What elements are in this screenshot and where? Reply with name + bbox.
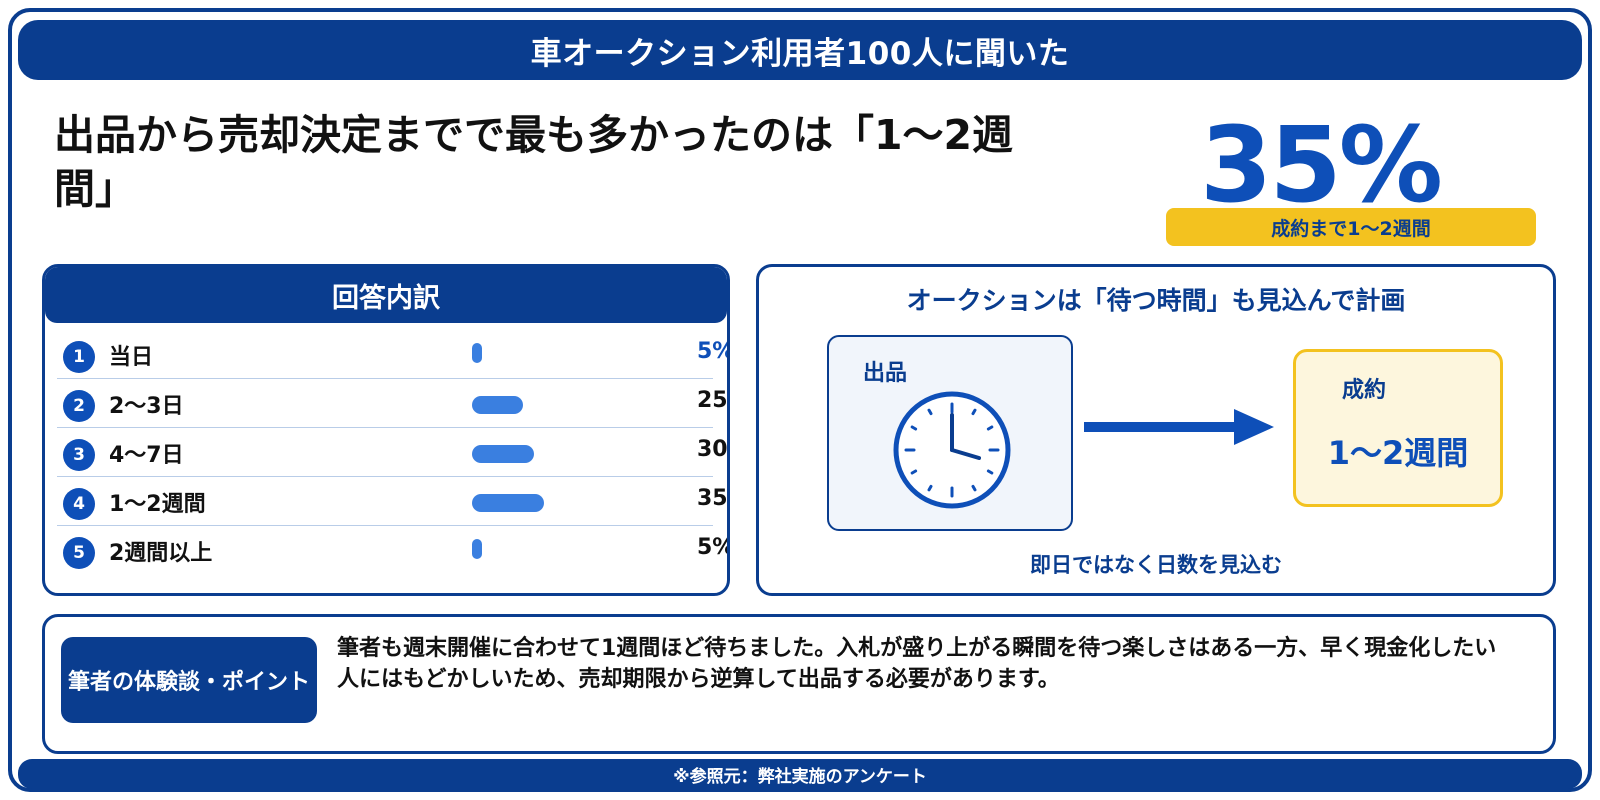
page-frame <box>8 8 1592 792</box>
author-note-text: 筆者も週末開催に合わせて1週間ほど待ちました。入札が盛り上がる瞬間を待つ楽しさは… <box>337 636 1497 692</box>
breakdown-panel: 回答内訳 1 当日 5% 2 2〜3日 25% 3 4〜7日 30% 4 1〜2週間 35% 5 2週間以… <box>42 264 730 596</box>
sale-label: 成約 <box>1342 378 1387 403</box>
right-arrow-icon <box>1084 409 1274 445</box>
breakdown-title: 回答内訳 <box>45 267 727 323</box>
survey-banner: 車オークション利用者100人に聞いた <box>18 20 1582 80</box>
row-value-label: 30% <box>697 437 728 462</box>
row-value-label: 5% <box>697 535 727 560</box>
row-bar <box>472 445 534 463</box>
breakdown-row: 3 4〜7日 30% <box>57 427 727 477</box>
row-bar <box>472 539 482 559</box>
breakdown-row: 4 1〜2週間 35% <box>57 476 727 526</box>
source-footer: ※参照元：弊社実施のアンケート <box>18 759 1582 789</box>
row-value-label: 25% <box>697 388 728 413</box>
author-note-label: 筆者の体験談・ポイント <box>61 637 317 723</box>
row-bar <box>472 396 523 414</box>
clock-icon <box>893 391 1011 509</box>
author-note-panel: 筆者の体験談・ポイント 筆者も週末開催に合わせて1週間ほど待ちました。入札が盛り… <box>42 614 1556 754</box>
row-category-label: 2〜3日 <box>109 394 184 419</box>
breakdown-row: 2 2〜3日 25% <box>57 378 727 428</box>
row-category-label: 当日 <box>109 345 154 370</box>
row-category-label: 2週間以上 <box>109 541 213 566</box>
row-category-label: 1〜2週間 <box>109 492 206 517</box>
listing-box: 出品 <box>827 335 1073 531</box>
row-bar <box>472 494 544 512</box>
row-value-label: 5% <box>697 339 727 364</box>
row-number-badge: 3 <box>63 439 95 471</box>
row-category-label: 4〜7日 <box>109 443 184 468</box>
flow-title: オークションは「待つ時間」も見込んで計画 <box>906 286 1406 315</box>
sale-box: 成約 1〜2週間 <box>1293 349 1503 507</box>
row-number-badge: 1 <box>63 341 95 373</box>
listing-label: 出品 <box>863 361 908 386</box>
row-number-badge: 4 <box>63 488 95 520</box>
breakdown-row: 1 当日 5% <box>57 329 727 379</box>
highlight-value: 35% <box>1200 104 1443 226</box>
sale-period-value: 1〜2週間 <box>1327 434 1469 472</box>
row-bar <box>472 343 482 363</box>
row-number-badge: 5 <box>63 537 95 569</box>
breakdown-row: 5 2週間以上 5% <box>57 525 727 575</box>
row-number-badge: 2 <box>63 390 95 422</box>
highlight-caption: 成約まで1〜2週間 <box>1166 208 1536 246</box>
flow-panel: オークションは「待つ時間」も見込んで計画 出品 成約 1〜2週間 即日ではなく日… <box>756 264 1556 596</box>
flow-caption: 即日ではなく日数を見込む <box>1030 553 1282 577</box>
page-headline: 出品から売却決定までで最も多かったのは「1〜2週間」 <box>54 111 1014 213</box>
row-value-label: 35% <box>697 486 728 511</box>
